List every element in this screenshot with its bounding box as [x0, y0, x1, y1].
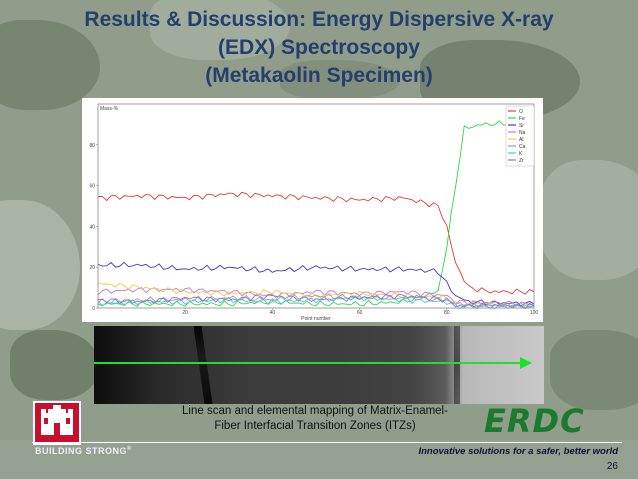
slide-title: Results & Discussion: Energy Dispersive … — [0, 6, 638, 90]
legend-label: Fe — [519, 116, 525, 122]
x-axis-label: Point number — [301, 316, 331, 322]
y-tick-label: 80 — [89, 143, 95, 149]
usace-castle-logo — [32, 400, 82, 446]
crack-feature — [193, 326, 213, 404]
series-line-fe — [97, 120, 535, 307]
series-line-si — [97, 261, 535, 307]
series-line-o — [97, 191, 535, 295]
y-tick-label: 60 — [89, 184, 95, 190]
legend-label: Al — [519, 137, 523, 143]
interface-feature — [454, 326, 460, 404]
building-strong-text: BUILDING STRONG® — [35, 446, 132, 456]
edx-line-scan-chart: Mass-% Point number 0 20 40 60 80 20 40 60 80 100 O F… — [82, 98, 543, 322]
plot-frame — [97, 103, 535, 309]
page-number: 26 — [606, 461, 618, 472]
x-tick-label: 80 — [444, 310, 450, 316]
chart-svg: Mass-% Point number 0 20 40 60 80 20 40 60 80 100 OF… — [89, 103, 539, 322]
series-line-ca — [97, 293, 535, 309]
caption-line-1: Line scan and elemental mapping of Matri… — [182, 405, 448, 417]
figure-caption: Line scan and elemental mapping of Matri… — [150, 404, 480, 434]
caption-line-2: Fiber Interfacial Transition Zones (ITZs… — [214, 420, 416, 432]
scan-line — [94, 362, 524, 364]
y-tick-label: 40 — [89, 224, 95, 230]
title-line-3: (Metakaolin Specimen) — [205, 64, 433, 87]
footer-tagline: Innovative solutions for a safer, better… — [418, 446, 618, 457]
series-line-k — [97, 295, 535, 310]
castle-icon — [35, 403, 79, 443]
legend-label: Si — [519, 123, 523, 129]
legend-label: Zr — [519, 158, 524, 164]
erdc-logo: ERDC — [484, 402, 585, 440]
sem-line-scan-image — [94, 326, 544, 404]
scan-arrow-icon — [520, 357, 532, 369]
x-tick-label: 20 — [182, 310, 188, 316]
y-tick-label: 0 — [92, 306, 95, 312]
title-line-1: Results & Discussion: Energy Dispersive … — [84, 8, 554, 31]
legend-label: K — [519, 151, 523, 157]
legend-label: O — [519, 109, 523, 115]
x-tick-label: 60 — [357, 310, 363, 316]
title-line-2: (EDX) Spectroscopy — [218, 36, 420, 59]
y-tick-label: 20 — [89, 265, 95, 271]
x-tick-label: 100 — [530, 310, 539, 316]
x-tick-label: 40 — [270, 310, 276, 316]
legend-box — [505, 105, 535, 167]
series-line-al — [97, 282, 535, 308]
footer-divider — [32, 442, 622, 443]
legend-label: Na — [519, 130, 526, 136]
y-axis-label: Mass-% — [100, 106, 119, 112]
legend-label: Ca — [519, 144, 526, 150]
registered-mark: ® — [127, 446, 132, 452]
series-line-zr — [97, 293, 535, 310]
building-strong-label: BUILDING STRONG — [35, 446, 127, 456]
